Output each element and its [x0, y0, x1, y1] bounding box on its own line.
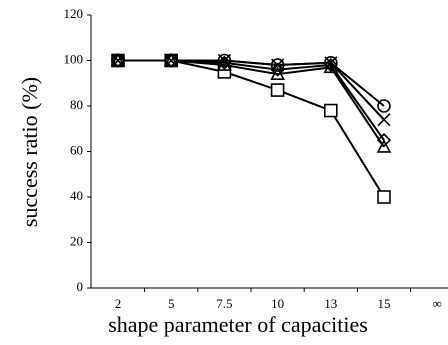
y-tick-label: 0 — [77, 279, 84, 294]
y-tick-label: 60 — [70, 142, 83, 157]
marker — [164, 53, 178, 68]
marker — [376, 139, 392, 153]
x-tick-label: 2 — [115, 296, 122, 311]
marker — [270, 62, 285, 77]
marker — [270, 83, 285, 97]
marker — [270, 66, 285, 80]
series-line — [118, 59, 385, 148]
marker — [323, 55, 338, 70]
x-tick-label: ∞ — [433, 296, 442, 311]
marker — [271, 58, 285, 72]
marker — [110, 53, 126, 68]
marker — [323, 57, 338, 73]
marker — [377, 113, 391, 127]
y-tick-label: 20 — [70, 233, 83, 248]
marker — [217, 53, 232, 68]
marker — [110, 52, 126, 67]
y-tick-label: 40 — [70, 188, 83, 203]
x-tick-label: 10 — [271, 296, 284, 311]
marker — [377, 190, 391, 204]
y-tick-label: 120 — [64, 6, 84, 21]
marker — [217, 57, 232, 71]
marker — [111, 53, 125, 68]
x-tick-label: 7.5 — [216, 296, 232, 311]
y-tick-label: 80 — [70, 97, 83, 112]
y-tick-label: 100 — [64, 51, 84, 66]
marker — [270, 58, 285, 72]
x-tick-label: 15 — [378, 296, 391, 311]
x-tick-label: 5 — [168, 296, 175, 311]
series-line — [118, 59, 385, 198]
marker — [163, 52, 179, 67]
marker — [377, 99, 391, 113]
marker — [323, 59, 339, 74]
x-axis-title: shape parameter of capacities — [108, 312, 368, 337]
y-axis-title: success ratio (%) — [17, 77, 42, 227]
x-tick-label: 13 — [324, 296, 337, 311]
marker — [164, 53, 179, 68]
marker — [376, 132, 392, 148]
marker — [217, 55, 232, 70]
marker — [323, 103, 338, 118]
